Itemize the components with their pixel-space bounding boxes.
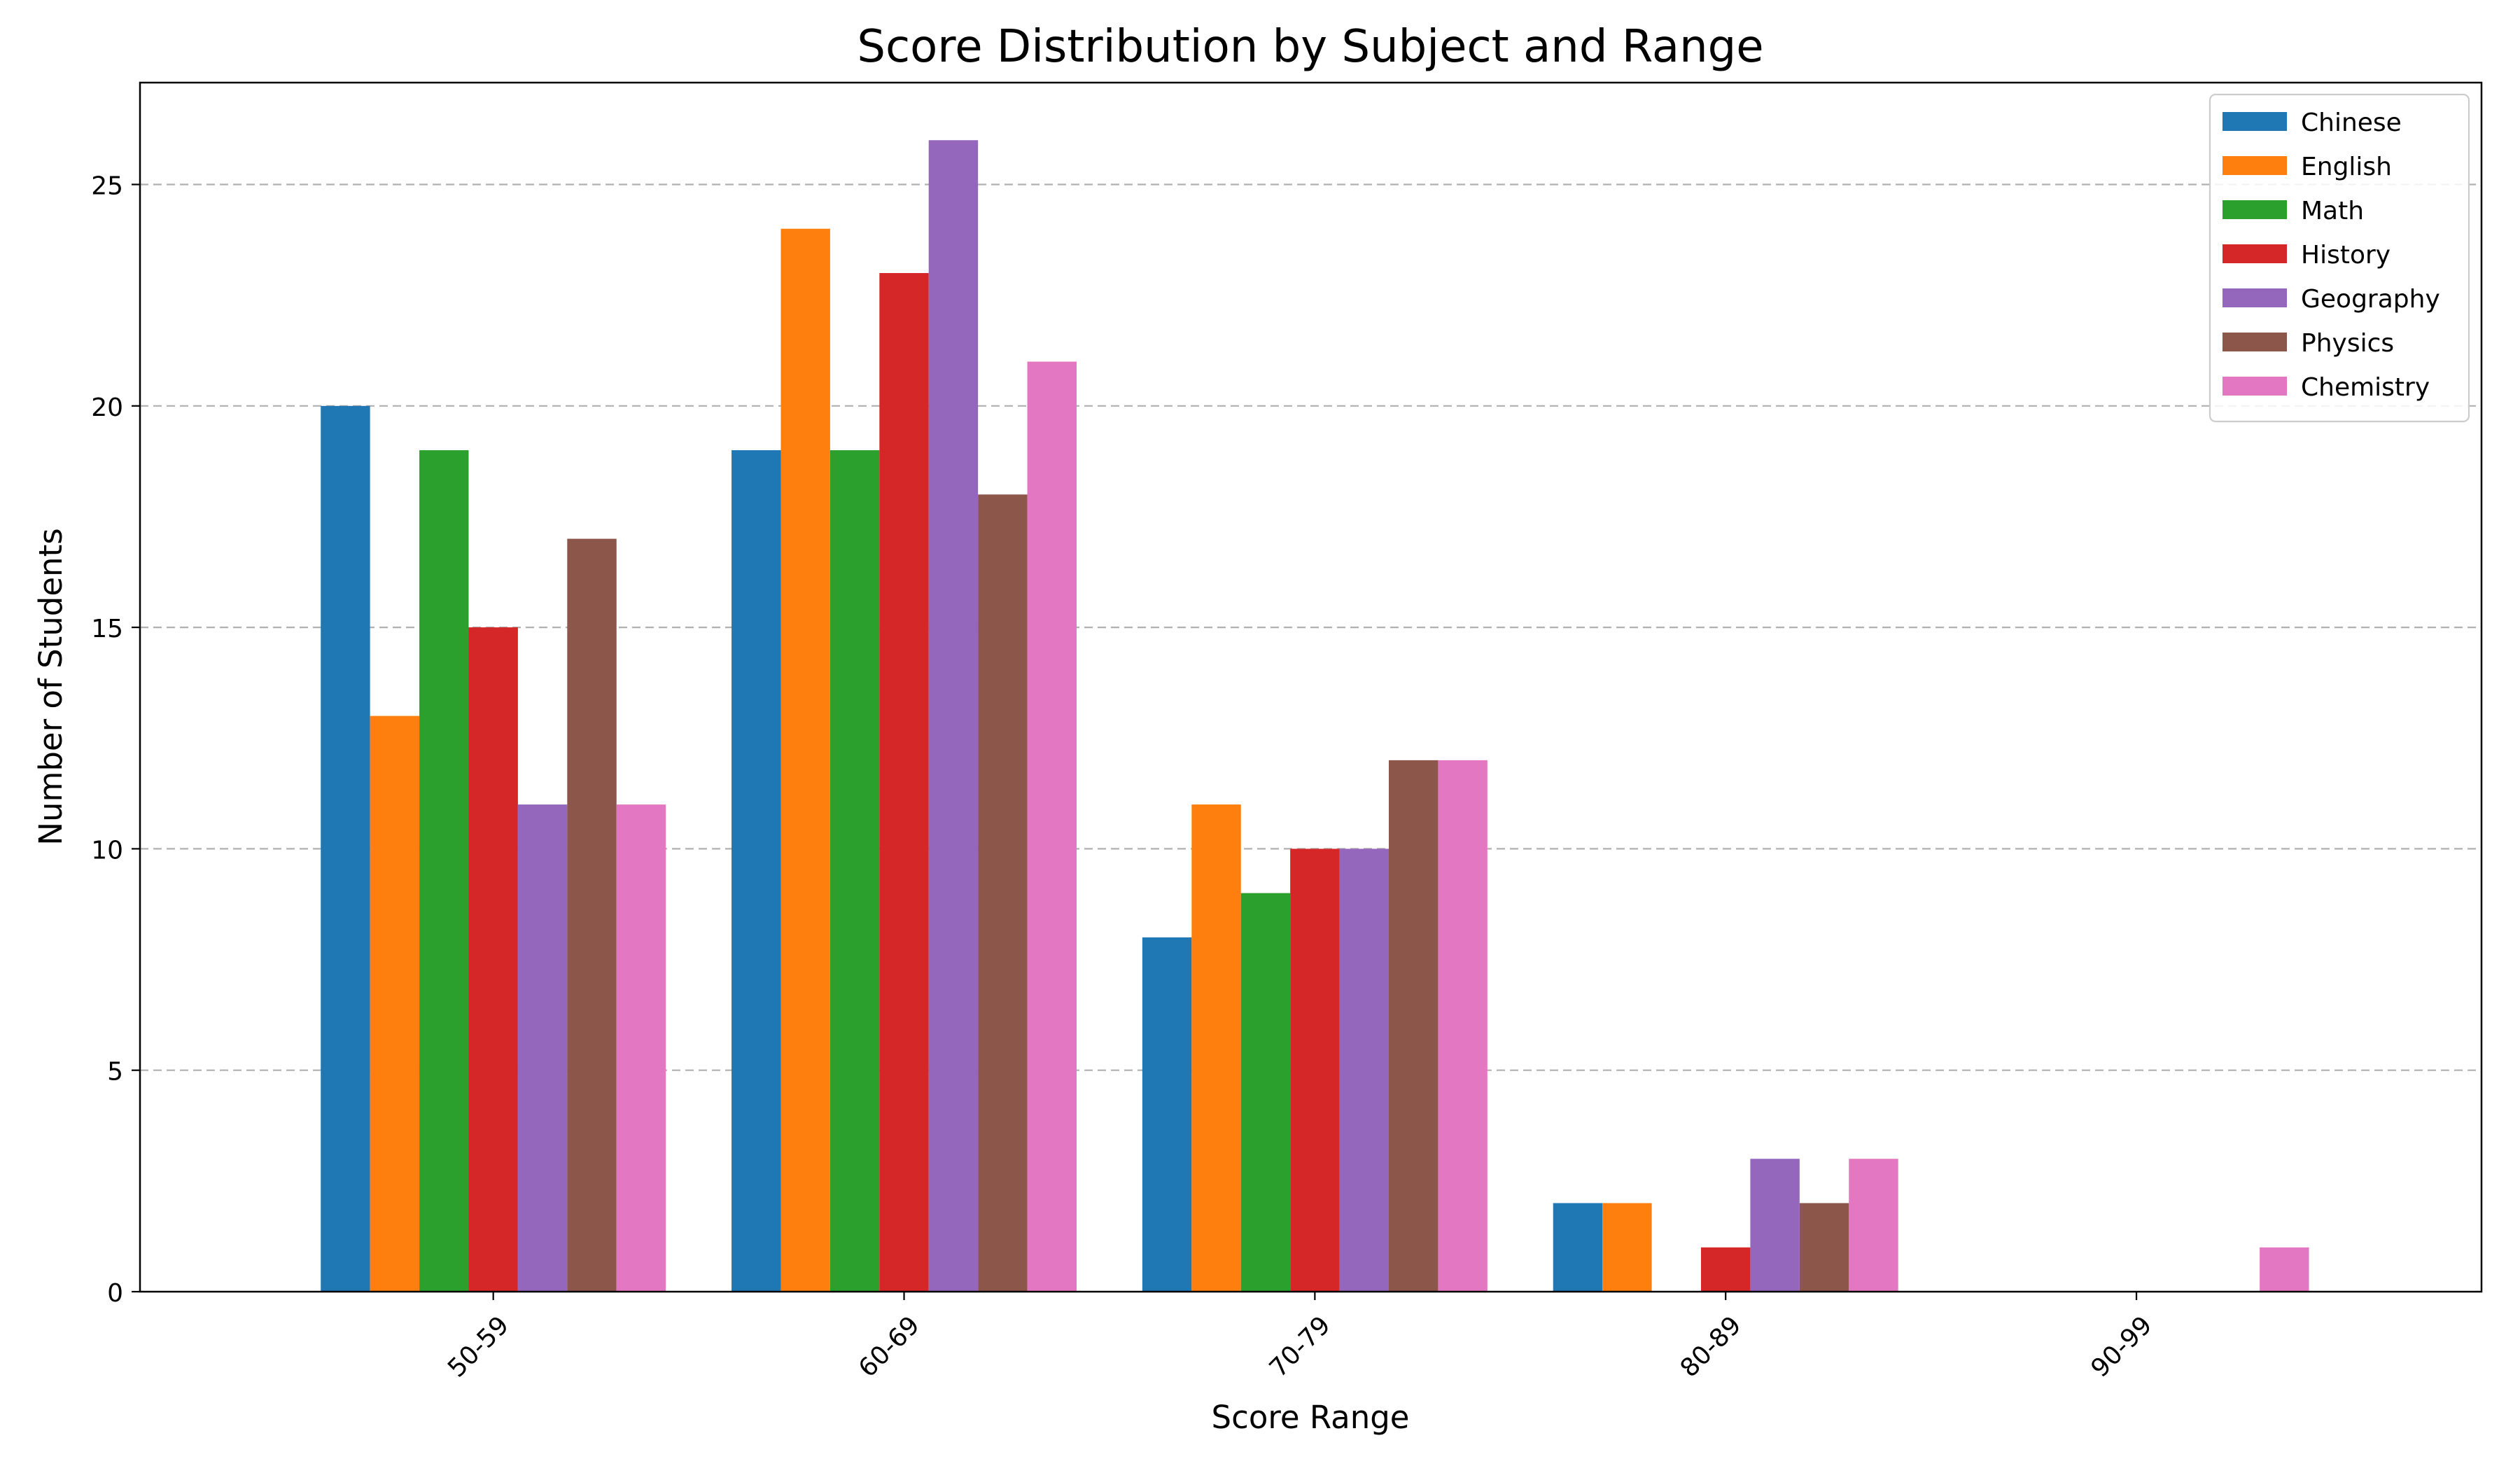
x-axis-label: Score Range bbox=[1212, 1399, 1410, 1436]
y-tick-label: 10 bbox=[91, 836, 123, 865]
bar-english-80-89 bbox=[1602, 1203, 1652, 1292]
bar-chemistry-70-79 bbox=[1438, 760, 1488, 1292]
legend-label: Physics bbox=[2301, 329, 2394, 358]
bar-geography-70-79 bbox=[1339, 849, 1389, 1292]
bar-math-70-79 bbox=[1240, 893, 1291, 1292]
legend-swatch bbox=[2222, 156, 2287, 175]
bar-chemistry-90-99 bbox=[2260, 1247, 2309, 1292]
bar-geography-60-69 bbox=[928, 140, 979, 1292]
bar-chinese-80-89 bbox=[1553, 1203, 1603, 1292]
y-tick-label: 0 bbox=[107, 1279, 123, 1308]
bar-english-50-59 bbox=[370, 715, 420, 1292]
legend-swatch bbox=[2222, 112, 2287, 131]
y-axis-ticks: 0 5 10 15 20 25 bbox=[91, 172, 140, 1308]
bar-chemistry-60-69 bbox=[1027, 361, 1077, 1292]
bar-chinese-70-79 bbox=[1142, 937, 1192, 1292]
y-axis-label: Number of Students bbox=[32, 528, 69, 845]
bar-chinese-60-69 bbox=[732, 450, 781, 1292]
legend-swatch bbox=[2222, 244, 2287, 263]
bar-geography-50-59 bbox=[517, 804, 568, 1292]
bar-math-50-59 bbox=[419, 450, 469, 1292]
bar-physics-70-79 bbox=[1389, 760, 1438, 1292]
bar-english-70-79 bbox=[1191, 804, 1241, 1292]
legend-label: History bbox=[2301, 241, 2390, 270]
bar-physics-80-89 bbox=[1799, 1203, 1849, 1292]
bar-physics-60-69 bbox=[978, 494, 1028, 1292]
bar-math-60-69 bbox=[830, 450, 880, 1292]
bar-english-60-69 bbox=[780, 228, 830, 1292]
legend-label: Chemistry bbox=[2301, 373, 2430, 402]
y-tick-label: 25 bbox=[91, 172, 123, 200]
legend-label: Geography bbox=[2301, 285, 2440, 314]
bar-history-60-69 bbox=[879, 273, 929, 1292]
legend-label: Math bbox=[2301, 197, 2364, 225]
plot-frame bbox=[139, 81, 2483, 1293]
bar-history-80-89 bbox=[1701, 1247, 1751, 1292]
bar-chinese-50-59 bbox=[321, 405, 370, 1292]
legend-label: Chinese bbox=[2301, 109, 2402, 137]
legend-swatch bbox=[2222, 200, 2287, 219]
chart-title: Score Distribution by Subject and Range bbox=[857, 21, 1763, 73]
legend-swatch bbox=[2222, 377, 2287, 396]
bar-history-70-79 bbox=[1290, 849, 1340, 1292]
bars bbox=[321, 140, 2309, 1292]
bar-chemistry-50-59 bbox=[616, 804, 666, 1292]
legend-label: English bbox=[2301, 153, 2392, 181]
legend-swatch bbox=[2222, 333, 2287, 351]
y-tick-label: 20 bbox=[91, 393, 123, 422]
bar-physics-50-59 bbox=[567, 538, 617, 1292]
bar-geography-80-89 bbox=[1750, 1159, 1800, 1292]
y-tick-label: 5 bbox=[107, 1058, 123, 1087]
legend: Chinese English Math History Geography Physic… bbox=[2208, 93, 2470, 423]
bar-chemistry-80-89 bbox=[1849, 1159, 1898, 1292]
legend-swatch bbox=[2222, 288, 2287, 307]
bar-history-50-59 bbox=[468, 627, 518, 1292]
y-tick-label: 15 bbox=[91, 615, 123, 643]
